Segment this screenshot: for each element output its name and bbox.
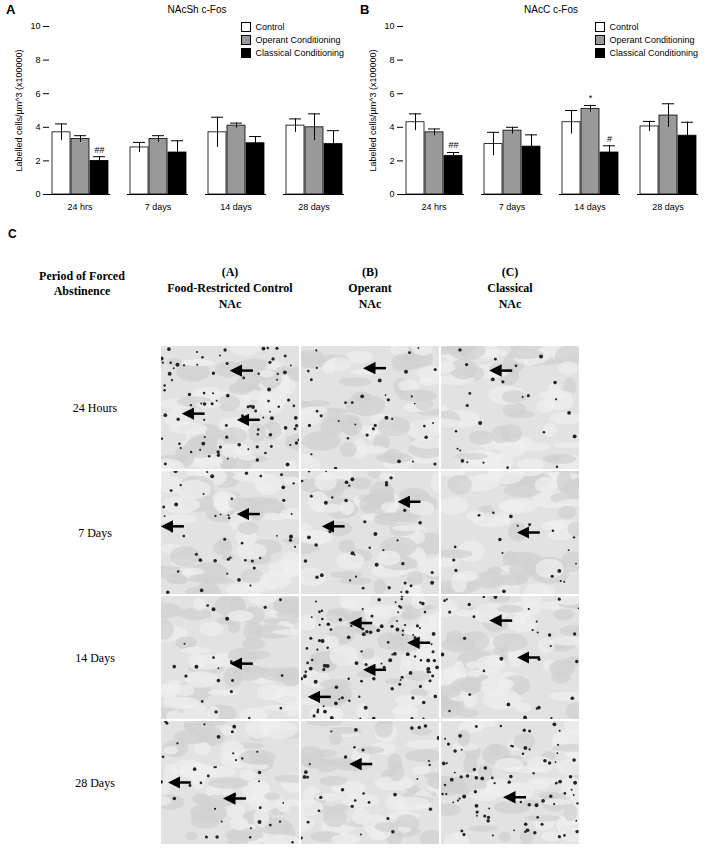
html-text:A: A (6, 2, 16, 17)
html-text:Control: Control (609, 22, 639, 32)
html-text:B: B (360, 2, 370, 17)
html-text:Operant Conditioning: Operant Conditioning (255, 35, 341, 45)
svg-text:0: 0 (35, 189, 40, 199)
svg-text:8: 8 (389, 55, 394, 65)
svg-text:24 hrs: 24 hrs (67, 202, 93, 212)
svg-text:2: 2 (35, 156, 40, 166)
svg-text:0: 0 (389, 189, 394, 199)
svg-text:*: * (589, 93, 593, 103)
svg-text:(B)OperantNAc: (B)OperantNAc (348, 265, 391, 311)
html-text:Control: Control (255, 22, 285, 32)
svg-text:28 Days: 28 Days (75, 776, 115, 790)
svg-text:4: 4 (389, 122, 394, 132)
svg-text:28 days: 28 days (298, 202, 330, 212)
svg-text:14 days: 14 days (574, 202, 606, 212)
svg-text:(C)ClassicalNAc: (C)ClassicalNAc (487, 265, 533, 311)
html-text:Classical Conditioning: Classical Conditioning (255, 48, 344, 58)
svg-text:28 days: 28 days (652, 202, 684, 212)
svg-text:##: ## (448, 140, 458, 150)
svg-text:6: 6 (35, 89, 40, 99)
svg-text:Period of ForcedAbstinence: Period of ForcedAbstinence (39, 269, 125, 298)
svg-text:Labelled cells/µm^3 (x100000): Labelled cells/µm^3 (x100000) (368, 50, 378, 172)
svg-text:7 days: 7 days (145, 202, 172, 212)
svg-text:7 days: 7 days (499, 202, 526, 212)
svg-text:14 days: 14 days (220, 202, 252, 212)
svg-text:4: 4 (35, 122, 40, 132)
html-text:NAcC c-Fos: NAcC c-Fos (524, 4, 578, 15)
svg-text:7 Days: 7 Days (78, 526, 112, 540)
html-text:NAcSh c-Fos: NAcSh c-Fos (167, 4, 227, 15)
svg-text:C: C (8, 227, 17, 241)
svg-text:(A)Food-Restricted ControlNAc: (A)Food-Restricted ControlNAc (167, 265, 293, 311)
svg-text:8: 8 (35, 55, 40, 65)
svg-text:##: ## (94, 145, 104, 155)
html-text:Classical Conditioning: Classical Conditioning (609, 48, 698, 58)
svg-text:14 Days: 14 Days (75, 651, 115, 665)
svg-text:24 Hours: 24 Hours (73, 401, 118, 415)
svg-text:10: 10 (30, 21, 40, 31)
html-text:Operant Conditioning: Operant Conditioning (609, 35, 695, 45)
svg-text:10: 10 (384, 21, 394, 31)
svg-text:24 hrs: 24 hrs (421, 202, 447, 212)
svg-text:#: # (607, 134, 612, 144)
svg-text:2: 2 (389, 156, 394, 166)
svg-text:Labelled cells/µm^3 (x100000): Labelled cells/µm^3 (x100000) (14, 50, 24, 172)
svg-text:6: 6 (389, 89, 394, 99)
